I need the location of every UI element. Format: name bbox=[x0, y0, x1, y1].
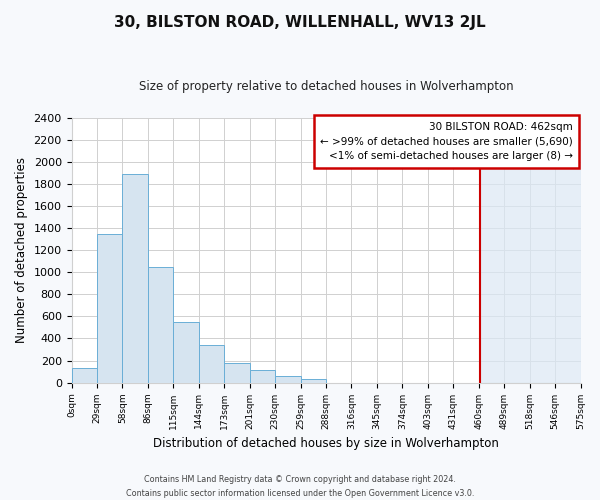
Bar bbox=[122, 174, 148, 382]
Bar bbox=[97, 234, 122, 382]
Bar bbox=[199, 345, 224, 383]
Bar bbox=[148, 266, 173, 382]
Bar bbox=[224, 364, 250, 382]
Title: Size of property relative to detached houses in Wolverhampton: Size of property relative to detached ho… bbox=[139, 80, 514, 93]
Bar bbox=[301, 380, 326, 382]
Bar bbox=[481, 118, 581, 382]
Text: Contains HM Land Registry data © Crown copyright and database right 2024.
Contai: Contains HM Land Registry data © Crown c… bbox=[126, 476, 474, 498]
Text: 30 BILSTON ROAD: 462sqm
← >99% of detached houses are smaller (5,690)
<1% of sem: 30 BILSTON ROAD: 462sqm ← >99% of detach… bbox=[320, 122, 573, 162]
Bar bbox=[71, 368, 97, 382]
Y-axis label: Number of detached properties: Number of detached properties bbox=[15, 157, 28, 343]
Bar bbox=[275, 376, 301, 382]
Bar bbox=[250, 370, 275, 382]
X-axis label: Distribution of detached houses by size in Wolverhampton: Distribution of detached houses by size … bbox=[153, 437, 499, 450]
Bar bbox=[173, 322, 199, 382]
Text: 30, BILSTON ROAD, WILLENHALL, WV13 2JL: 30, BILSTON ROAD, WILLENHALL, WV13 2JL bbox=[114, 15, 486, 30]
